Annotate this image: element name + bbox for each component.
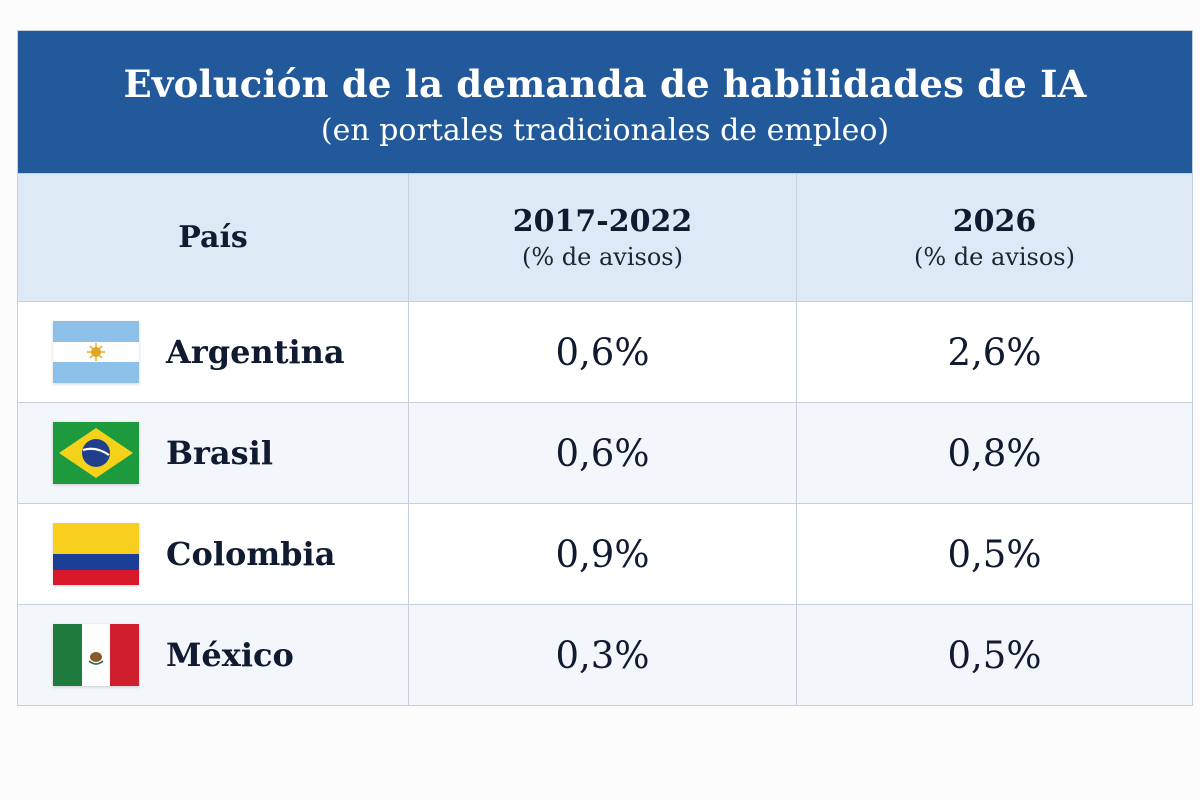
value-2017-2022-brasil: 0,6% (408, 402, 796, 503)
country-name: Argentina (166, 333, 345, 371)
country-name: México (166, 636, 294, 674)
mexico-flag-icon (53, 624, 139, 686)
value-2026-mexico: 0,5% (796, 604, 1192, 705)
value-2017-2022-mexico: 0,3% (408, 604, 796, 705)
country-name: Colombia (166, 535, 336, 573)
column-header-country: País (18, 173, 408, 301)
table-subtitle: (en portales tradicionales de empleo) (320, 113, 890, 148)
value-2017-2022-argentina: 0,6% (408, 301, 796, 402)
table-row-argentina-country: Argentina (18, 301, 408, 402)
column-unit-2026: (% de avisos) (914, 242, 1075, 271)
table-row-brasil-country: Brasil (18, 402, 408, 503)
table-grid: País 2017-2022 (% de avisos) 2026 (% de … (18, 173, 1192, 705)
argentina-flag-icon (53, 321, 139, 383)
table-row-colombia-country: Colombia (18, 503, 408, 604)
brazil-flag-icon (53, 422, 139, 484)
value-2026-argentina: 2,6% (796, 301, 1192, 402)
column-unit-2017-2022: (% de avisos) (522, 242, 683, 271)
column-header-2017-2022: 2017-2022 (% de avisos) (408, 173, 796, 301)
title-bar: Evolución de la demanda de habilidades d… (18, 31, 1192, 173)
value-2026-colombia: 0,5% (796, 503, 1192, 604)
value-2017-2022-colombia: 0,9% (408, 503, 796, 604)
country-name: Brasil (166, 434, 273, 472)
table-title: Evolución de la demanda de habilidades d… (123, 62, 1087, 106)
column-title-country: País (178, 219, 248, 255)
data-table: Evolución de la demanda de habilidades d… (17, 30, 1193, 706)
column-title-2026: 2026 (952, 203, 1037, 239)
colombia-flag-icon (53, 523, 139, 585)
value-2026-brasil: 0,8% (796, 402, 1192, 503)
table-row-mexico-country: México (18, 604, 408, 705)
column-header-2026: 2026 (% de avisos) (796, 173, 1192, 301)
column-title-2017-2022: 2017-2022 (512, 203, 693, 239)
